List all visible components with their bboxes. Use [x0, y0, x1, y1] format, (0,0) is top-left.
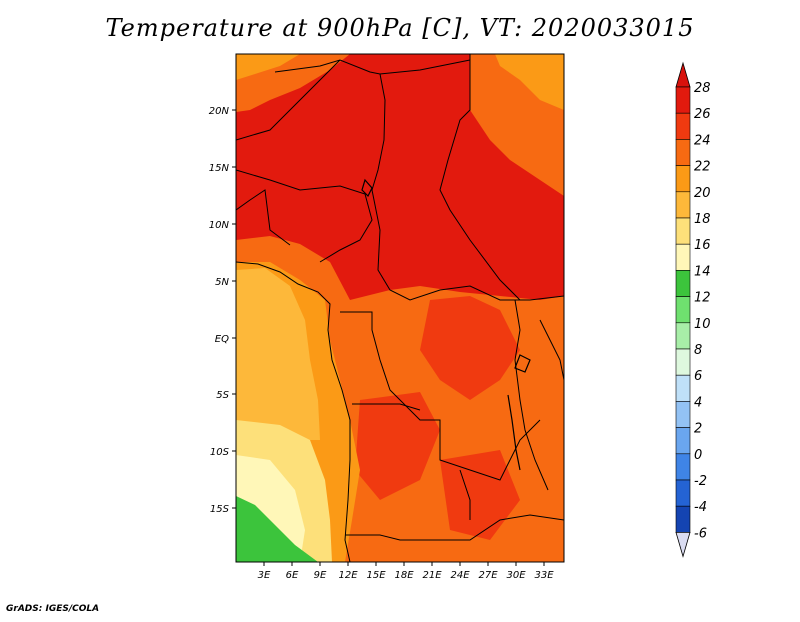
colorbar-swatch: [675, 86, 691, 114]
colorbar-label: 6: [694, 369, 702, 384]
colorbar-label: 28: [694, 81, 711, 96]
lat-label: 15N: [209, 163, 230, 174]
lon-label: 6E: [286, 570, 299, 581]
colorbar-swatch: [675, 243, 691, 271]
lon-label: 30E: [506, 570, 526, 581]
lat-label: 15S: [210, 504, 230, 515]
colorbar-label: -6: [694, 526, 707, 541]
colorbar-swatch: [675, 296, 691, 324]
colorbar-bottom-arrow: [675, 532, 691, 558]
colorbar-label: -2: [694, 474, 707, 489]
colorbar-swatch: [675, 322, 691, 350]
colorbar-label: 22: [694, 160, 711, 175]
colorbar-swatch: [675, 270, 691, 297]
colorbar-swatch: [675, 453, 691, 481]
colorbar-label: 0: [694, 448, 702, 463]
colorbar-label: 26: [694, 107, 711, 122]
colorbar-swatch: [675, 374, 691, 402]
lat-label: 10S: [210, 447, 230, 458]
colorbar-label: 14: [694, 264, 711, 279]
colorbar-label: 8: [694, 343, 702, 358]
lat-label: EQ: [215, 334, 229, 345]
colorbar-label: 2: [694, 422, 702, 437]
colorbar-swatch: [675, 139, 691, 166]
colorbar-swatch: [675, 165, 691, 193]
lon-label: 12E: [338, 570, 358, 581]
colorbar-label: 24: [694, 133, 711, 148]
colorbar-label: 12: [694, 291, 711, 306]
colorbar-label: 20: [694, 186, 711, 201]
map-frame: [235, 53, 565, 563]
colorbar-top-arrow: [675, 61, 691, 88]
lon-label: 33E: [534, 570, 554, 581]
colorbar-swatch: [675, 191, 691, 219]
colorbar-label: 10: [694, 317, 711, 332]
lon-label: 3E: [258, 570, 271, 581]
colorbar-swatch: [675, 427, 691, 455]
lon-label: 21E: [422, 570, 442, 581]
colorbar-swatch: [675, 112, 691, 140]
page-title: Temperature at 900hPa [C], VT: 202003301…: [105, 14, 695, 42]
colorbar-label: 18: [694, 212, 711, 227]
lon-label: 24E: [450, 570, 470, 581]
lon-label: 9E: [314, 570, 327, 581]
colorbar-label: -4: [694, 500, 707, 515]
colorbar-swatch: [675, 479, 691, 507]
colorbar-swatch: [675, 505, 691, 533]
colorbar-swatch: [675, 348, 691, 376]
credit-text: GrADS: IGES/COLA: [6, 604, 100, 614]
lon-label: 15E: [366, 570, 386, 581]
colorbar-swatch: [675, 401, 691, 428]
temperature-field: [236, 54, 564, 562]
lon-label: 27E: [478, 570, 498, 581]
lat-label: 5S: [216, 390, 229, 401]
colorbar-swatch: [675, 217, 691, 245]
lon-label: 18E: [394, 570, 414, 581]
lat-axis: 20N 15N 10N 5N EQ 5S 10S 15S: [209, 106, 236, 515]
lon-axis: 3E 6E 9E 12E 15E 18E 21E 24E 27E 30E 33E: [258, 562, 554, 581]
lat-label: 10N: [209, 220, 230, 231]
colorbar-label: 4: [694, 395, 702, 410]
lat-label: 5N: [215, 277, 229, 288]
colorbar-label: 16: [694, 238, 711, 253]
lat-label: 20N: [209, 106, 230, 117]
